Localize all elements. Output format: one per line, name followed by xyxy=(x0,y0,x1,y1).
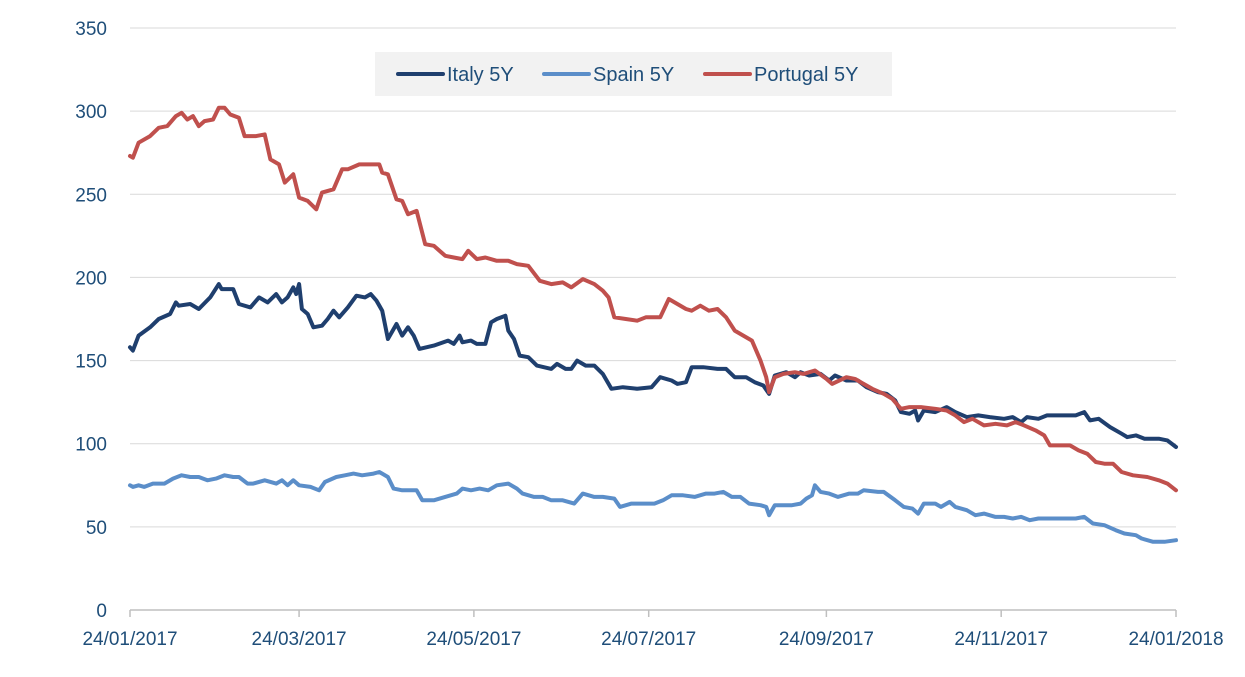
y-tick-label: 200 xyxy=(75,268,107,289)
series-line-italy-5y xyxy=(128,282,1178,449)
legend-label: Portugal 5Y xyxy=(754,64,859,86)
x-axis: 24/01/2017 24/03/2017 24/05/2017 24/07/2017… xyxy=(82,609,1224,650)
y-axis: 0 50 100 150 200 250 300 350 xyxy=(75,19,107,622)
x-tick-label: 24/11/2017 xyxy=(954,629,1048,650)
y-tick-label: 350 xyxy=(75,19,107,40)
x-tick-label: 24/05/2017 xyxy=(426,629,521,650)
y-tick-label: 300 xyxy=(75,102,107,123)
legend-label: Spain 5Y xyxy=(593,64,674,86)
gridlines xyxy=(130,27,1176,528)
legend-label: Italy 5Y xyxy=(447,64,514,86)
series-line-spain-5y xyxy=(128,470,1178,544)
y-tick-label: 100 xyxy=(75,435,107,456)
x-tick-label: 24/01/2017 xyxy=(82,629,177,650)
y-tick-label: 150 xyxy=(75,352,107,373)
x-tick-label: 24/07/2017 xyxy=(601,629,696,650)
x-tick-label: 24/03/2017 xyxy=(252,629,347,650)
legend: Italy 5Y Spain 5Y Portugal 5Y xyxy=(375,52,892,96)
x-tick-label: 24/01/2018 xyxy=(1128,629,1223,650)
series-line-portugal-5y xyxy=(128,105,1178,493)
x-tick-label: 24/09/2017 xyxy=(779,629,874,650)
y-tick-label: 0 xyxy=(96,601,107,622)
y-tick-label: 250 xyxy=(75,185,107,206)
series-lines xyxy=(128,105,1178,544)
y-tick-label: 50 xyxy=(86,518,107,539)
legend-box xyxy=(375,52,892,96)
